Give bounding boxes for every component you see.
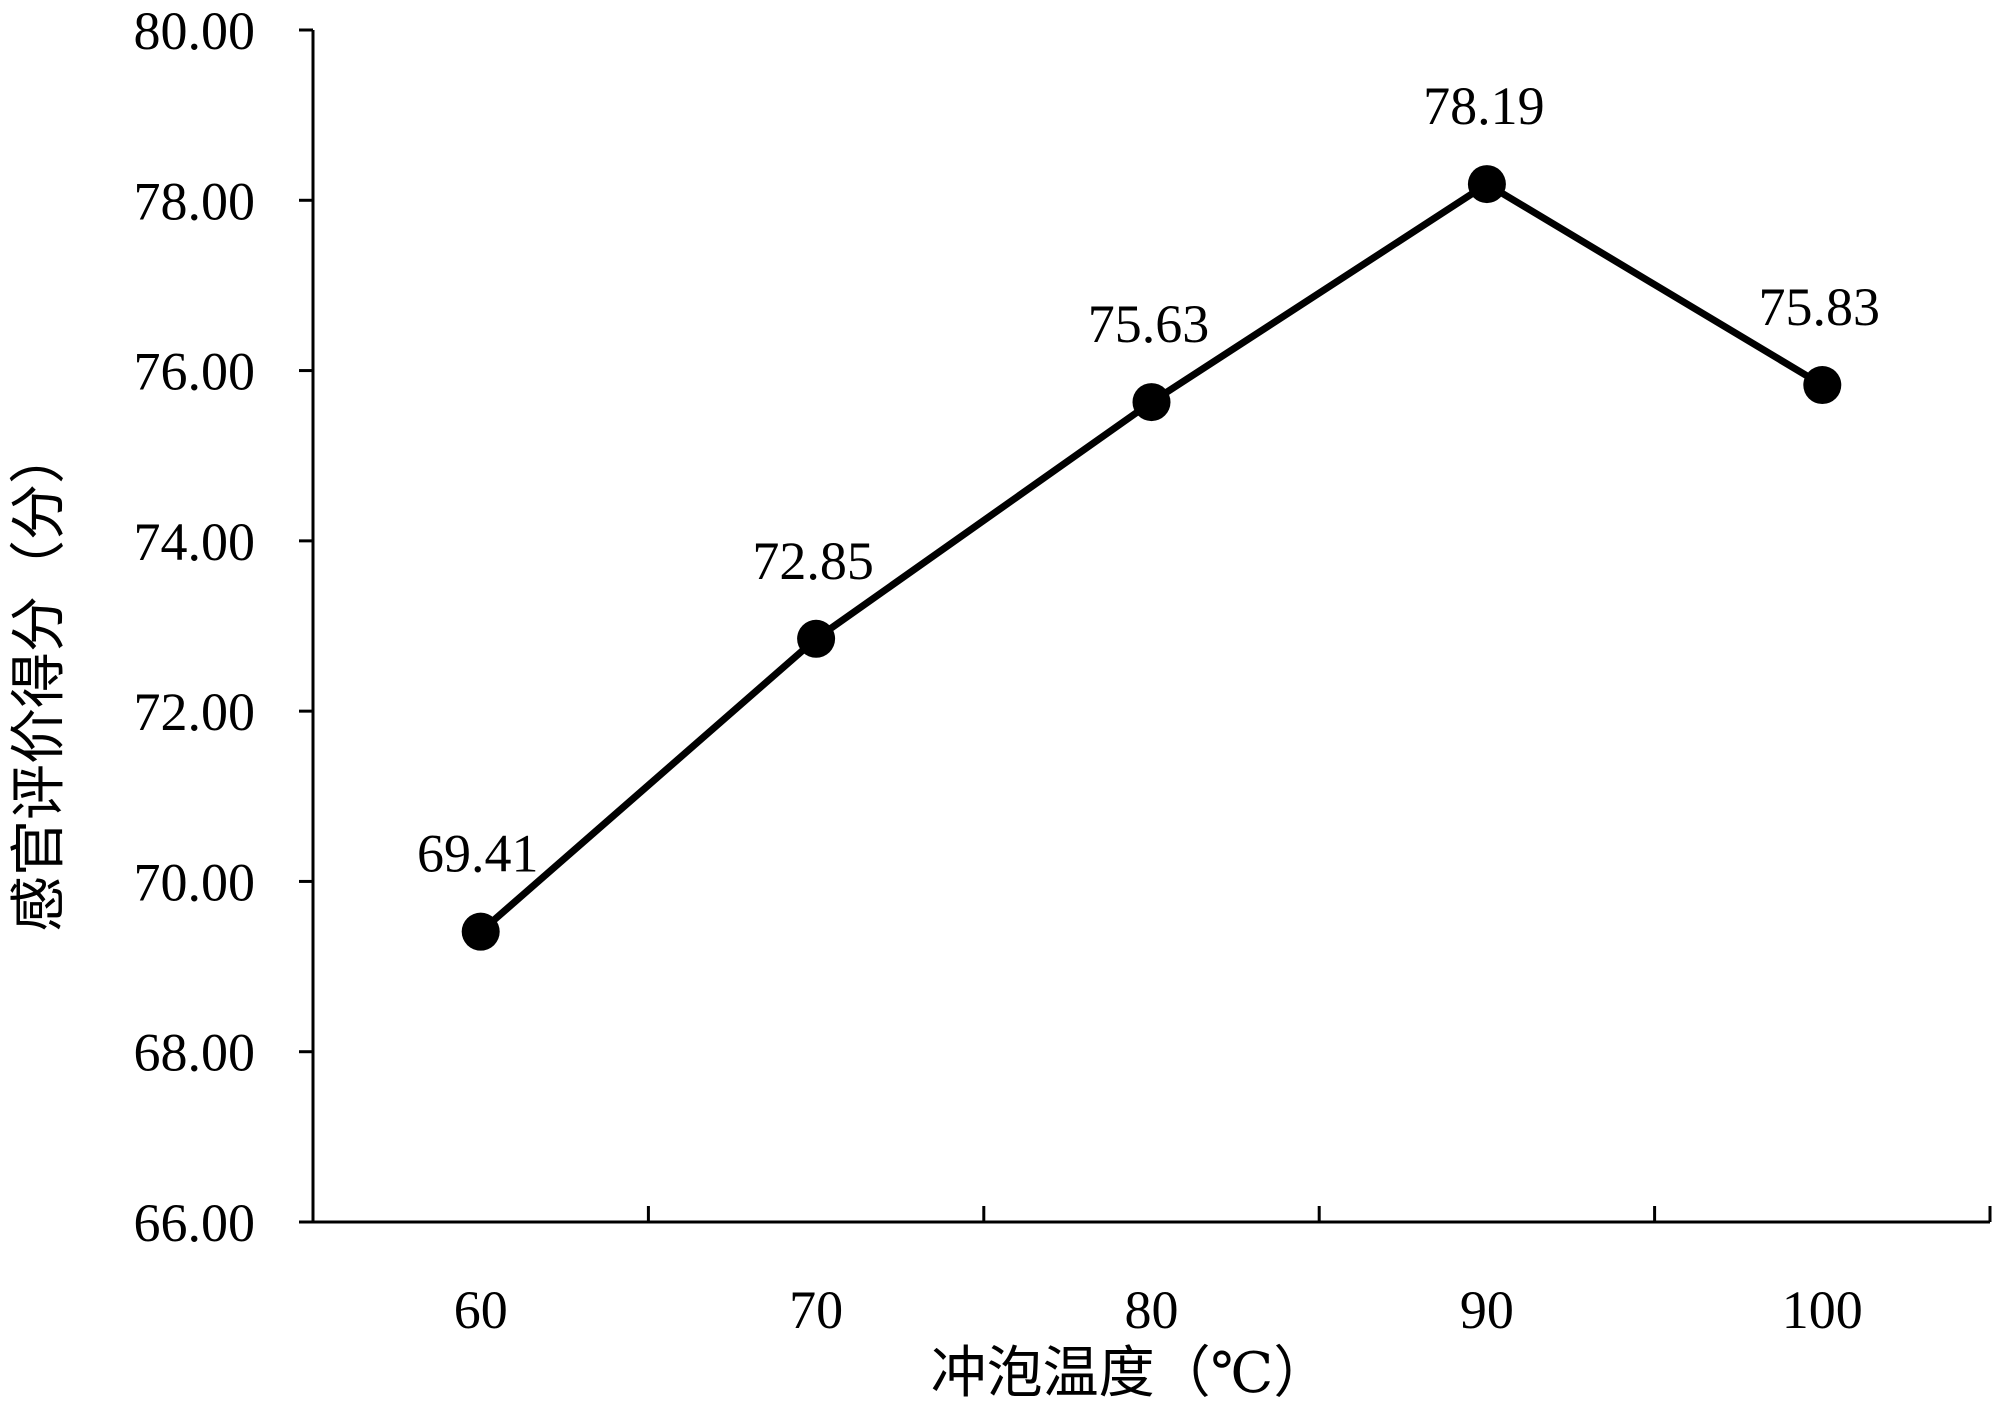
data-label: 72.85 bbox=[752, 531, 874, 591]
x-axis-ticks: 60 70 80 90 100 bbox=[454, 1206, 1992, 1340]
y-tick-label: 80.00 bbox=[134, 1, 256, 61]
data-label: 78.19 bbox=[1423, 76, 1545, 136]
y-tick-label: 66.00 bbox=[134, 1193, 256, 1253]
series-group bbox=[461, 165, 1842, 951]
x-tick-label: 100 bbox=[1782, 1280, 1863, 1340]
data-point-marker bbox=[1467, 165, 1506, 204]
x-tick-label: 60 bbox=[454, 1280, 508, 1340]
data-labels: 69.41 72.85 75.63 78.19 75.83 bbox=[417, 76, 1880, 884]
y-tick-label: 74.00 bbox=[134, 512, 256, 572]
y-tick-label: 78.00 bbox=[134, 171, 256, 231]
data-label: 69.41 bbox=[417, 824, 539, 884]
y-tick-label: 72.00 bbox=[134, 682, 256, 742]
x-tick-label: 90 bbox=[1460, 1280, 1514, 1340]
data-label: 75.63 bbox=[1088, 294, 1210, 354]
y-tick-label: 70.00 bbox=[134, 852, 256, 912]
y-tick-label: 76.00 bbox=[134, 342, 256, 402]
x-tick-label: 70 bbox=[789, 1280, 843, 1340]
x-axis-title: 冲泡温度（℃） bbox=[931, 1341, 1330, 1406]
data-label: 75.83 bbox=[1759, 277, 1881, 337]
data-point-marker bbox=[461, 912, 500, 951]
data-point-marker bbox=[1132, 383, 1171, 422]
y-tick-label: 68.00 bbox=[134, 1023, 256, 1083]
data-point-marker bbox=[797, 619, 836, 658]
data-point-marker bbox=[1803, 366, 1842, 405]
y-axis-ticks: 66.00 68.00 70.00 72.00 74.00 76.00 78.00 80.00 bbox=[134, 1, 313, 1253]
y-axis-title: 感官评价得分（分） bbox=[7, 428, 72, 932]
x-tick-label: 80 bbox=[1125, 1280, 1179, 1340]
